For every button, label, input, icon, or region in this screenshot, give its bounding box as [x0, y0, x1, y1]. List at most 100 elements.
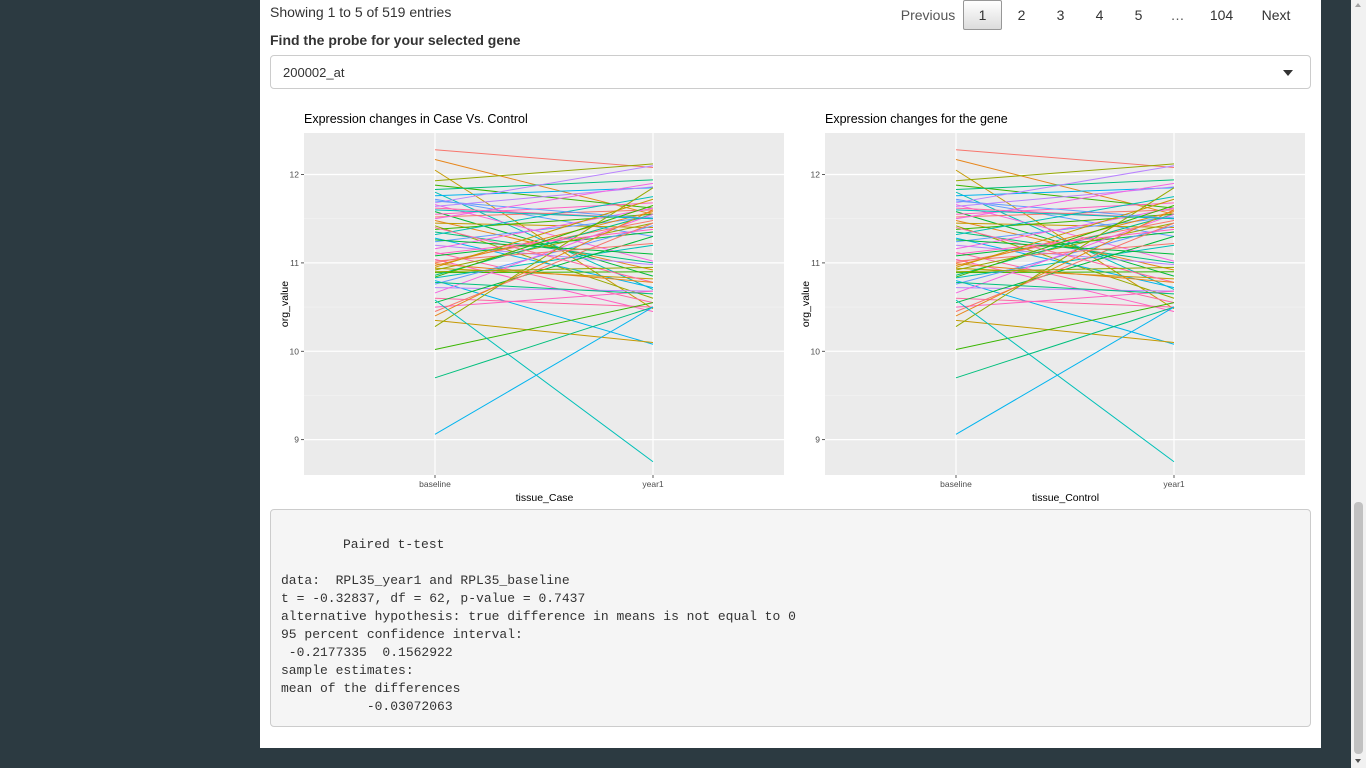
case-plot-series-line — [434, 182, 654, 220]
gene-plot-series-line — [955, 211, 1175, 267]
ttest-data-line: data: RPL35_year1 and RPL35_baseline — [281, 573, 570, 588]
case-plot-series-line — [434, 266, 654, 273]
ttest-alt-line: alternative hypothesis: true difference … — [281, 609, 796, 624]
case-plot-x-tick-label: year1 — [642, 479, 664, 489]
gene-plot-series-line — [955, 263, 1175, 283]
gene-plot-series-line — [955, 242, 1175, 262]
pagination-ellipsis: … — [1170, 7, 1185, 23]
gene-plot-series-line — [955, 227, 1175, 283]
gene-plot-series-line — [955, 299, 1175, 463]
gene-plot: 9 10 11 12 baseline year1 Expression changes f… — [785, 100, 1305, 510]
case-plot-series-line — [434, 258, 654, 312]
chevron-down-icon[interactable] — [1283, 70, 1293, 76]
ttest-output: Paired t-test data: RPL35_year1 and RPL3… — [270, 509, 1311, 727]
probe-select-value: 200002_at — [283, 65, 345, 80]
page-2-button[interactable]: 2 — [1017, 7, 1026, 23]
page-4-button[interactable]: 4 — [1095, 7, 1104, 23]
page-5-button[interactable]: 5 — [1134, 7, 1143, 23]
gene-plot-series-line — [955, 186, 1175, 207]
case-plot-series-line — [434, 227, 654, 283]
gene-plot-svg: 9 10 11 12 baseline year1 Expression changes f… — [800, 112, 1305, 504]
gene-plot-series-line — [955, 196, 1175, 236]
case-plot-y-tick-label: 11 — [290, 258, 299, 268]
ttest-est-name: mean of the differences — [281, 681, 461, 696]
probe-select-label: Find the probe for your selected gene — [270, 32, 521, 48]
next-page-button[interactable]: Next — [1261, 7, 1291, 23]
case-plot-series-line — [434, 222, 654, 229]
scroll-thumb[interactable] — [1354, 502, 1363, 754]
page-scrollbar[interactable] — [1351, 0, 1366, 768]
page-1-button[interactable]: 1 — [963, 0, 1002, 30]
case-plot-series-line — [434, 306, 654, 379]
case-plot-series-line — [434, 165, 654, 204]
ttest-ci-values: -0.2177335 0.1562922 — [281, 645, 453, 660]
case-plot-series-line — [434, 290, 654, 308]
gene-plot-series-line — [955, 290, 1175, 308]
case-plot-title: Expression changes in Case Vs. Control — [304, 112, 528, 126]
case-plot-y-tick-label: 9 — [294, 435, 299, 445]
case-plot-series-line — [434, 149, 654, 168]
case-plot-series-line — [434, 209, 654, 220]
gene-plot-series-line — [955, 306, 1175, 435]
case-plot-series-line — [434, 239, 654, 255]
gene-plot-series-line — [955, 306, 1175, 379]
ttest-est-label: sample estimates: — [281, 663, 414, 678]
ttest-stat-line: t = -0.32837, df = 62, p-value = 0.7437 — [281, 591, 586, 606]
gene-plot-x-axis-label: tissue_Control — [1032, 492, 1099, 504]
gene-plot-series-line — [955, 297, 1175, 308]
page-3-button[interactable]: 3 — [1056, 7, 1065, 23]
case-plot-series-line — [434, 302, 654, 351]
case-plot-series-line — [434, 299, 654, 463]
gene-plot-series-line — [955, 209, 1175, 220]
gene-plot-series-line — [955, 182, 1175, 220]
gene-plot-series-line — [955, 266, 1175, 273]
case-plot-series-line — [434, 242, 654, 262]
gene-plot-y-tick-label: 9 — [815, 435, 820, 445]
gene-plot-title: Expression changes for the gene — [825, 112, 1008, 126]
case-plot-y-axis-label: org_value — [279, 281, 291, 327]
case-plot-x-axis-label: tissue_Case — [516, 492, 574, 504]
gene-plot-series-line — [955, 209, 1175, 317]
probe-select[interactable]: 200002_at — [270, 55, 1311, 89]
case-plot-series-line — [434, 163, 654, 182]
gene-plot-y-tick-label: 12 — [811, 170, 821, 180]
gene-plot-series-line — [955, 258, 1175, 312]
case-plot-series-line — [434, 196, 654, 236]
ttest-ci-label: 95 percent confidence interval: — [281, 627, 523, 642]
case-plot-series-line — [434, 263, 654, 283]
table-info: Showing 1 to 5 of 519 entries — [270, 4, 452, 20]
case-plot-panel-bg — [304, 133, 784, 475]
case-plot-series-line — [434, 244, 654, 279]
gene-plot-series-line — [955, 200, 1175, 220]
page-104-button[interactable]: 104 — [1209, 7, 1234, 23]
gene-plot-series-line — [955, 281, 1175, 295]
gene-plot-series-line — [955, 165, 1175, 204]
case-control-plot-svg: 9 10 11 12 baseline year1 Expression changes i… — [279, 112, 784, 504]
gene-plot-series-line — [955, 163, 1175, 182]
gene-plot-series-line — [955, 319, 1175, 343]
case-control-plot: 9 10 11 12 baseline year1 Expression changes i… — [264, 100, 784, 510]
case-plot-series-line — [434, 211, 654, 267]
case-plot-series-line — [434, 281, 654, 295]
previous-page-button[interactable]: Previous — [900, 7, 956, 23]
case-plot-series-line — [434, 198, 654, 268]
gene-plot-series-line — [955, 222, 1175, 229]
gene-plot-y-axis-label: org_value — [800, 281, 812, 327]
gene-plot-series-line — [955, 198, 1175, 268]
gene-plot-series-line — [955, 244, 1175, 279]
case-plot-series-line — [434, 319, 654, 343]
case-plot-series-line — [434, 287, 654, 292]
gene-plot-series-line — [955, 198, 1175, 237]
gene-plot-y-tick-label: 10 — [811, 346, 821, 356]
case-plot-y-tick-label: 12 — [290, 170, 300, 180]
ttest-title: Paired t-test — [343, 537, 445, 552]
scroll-down-icon[interactable] — [1355, 759, 1361, 763]
case-plot-series-line — [434, 222, 654, 312]
case-plot-series-line — [434, 200, 654, 220]
case-plot-x-tick-label: baseline — [419, 479, 451, 489]
gene-plot-x-tick-label: baseline — [940, 479, 972, 489]
gene-plot-series-line — [955, 287, 1175, 292]
case-plot-series-line — [434, 186, 654, 207]
main-panel: Showing 1 to 5 of 519 entries Previous 1… — [260, 0, 1321, 748]
scroll-up-icon[interactable] — [1355, 3, 1361, 7]
